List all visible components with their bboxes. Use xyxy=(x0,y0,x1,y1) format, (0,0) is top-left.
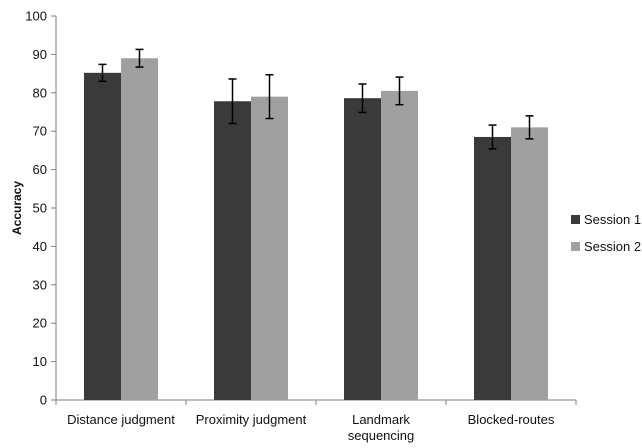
x-tick-label: Landmark sequencing xyxy=(348,412,415,443)
y-tick-label: 30 xyxy=(33,277,47,292)
y-tick-label: 20 xyxy=(33,316,47,331)
axis-labels: 0 10 20 30 40 50 60 70 80 90 100 Distance judgment P… xyxy=(10,9,555,444)
y-tick-label: 50 xyxy=(33,201,47,216)
legend-swatch xyxy=(571,242,580,251)
y-tick-label: 0 xyxy=(40,393,47,408)
x-tick-label: Proximity judgment xyxy=(196,412,307,427)
y-tick-label: 70 xyxy=(33,124,47,139)
bar xyxy=(121,58,158,401)
bar xyxy=(344,98,381,401)
legend-label: Session 2 xyxy=(584,239,641,254)
bar xyxy=(251,96,288,400)
y-tick-label: 10 xyxy=(33,354,47,369)
bar xyxy=(511,127,548,401)
error-bars xyxy=(98,48,534,150)
y-tick-label: 80 xyxy=(33,85,47,100)
x-tick-label-line: Blocked-routes xyxy=(468,412,555,427)
x-tick-label-line: sequencing xyxy=(348,428,415,443)
legend: Session 1 Session 2 xyxy=(571,212,641,254)
legend-swatch xyxy=(571,215,580,224)
y-tick-label: 40 xyxy=(33,239,47,254)
x-tick-label-line: Distance judgment xyxy=(67,412,175,427)
x-tick-label-line: Landmark xyxy=(352,412,410,427)
bar xyxy=(381,90,418,400)
x-tick-label-line: Proximity judgment xyxy=(196,412,307,427)
x-tick-label: Blocked-routes xyxy=(468,412,555,427)
y-axis-title: Accuracy xyxy=(10,181,24,235)
x-tick-label: Distance judgment xyxy=(67,412,175,427)
y-tick-label: 60 xyxy=(33,162,47,177)
bars xyxy=(84,58,548,401)
bar xyxy=(214,101,251,401)
legend-label: Session 1 xyxy=(584,212,641,227)
y-tick-label: 90 xyxy=(33,47,47,62)
bar xyxy=(474,136,511,400)
y-tick-label: 100 xyxy=(25,9,47,24)
bar xyxy=(84,72,121,400)
